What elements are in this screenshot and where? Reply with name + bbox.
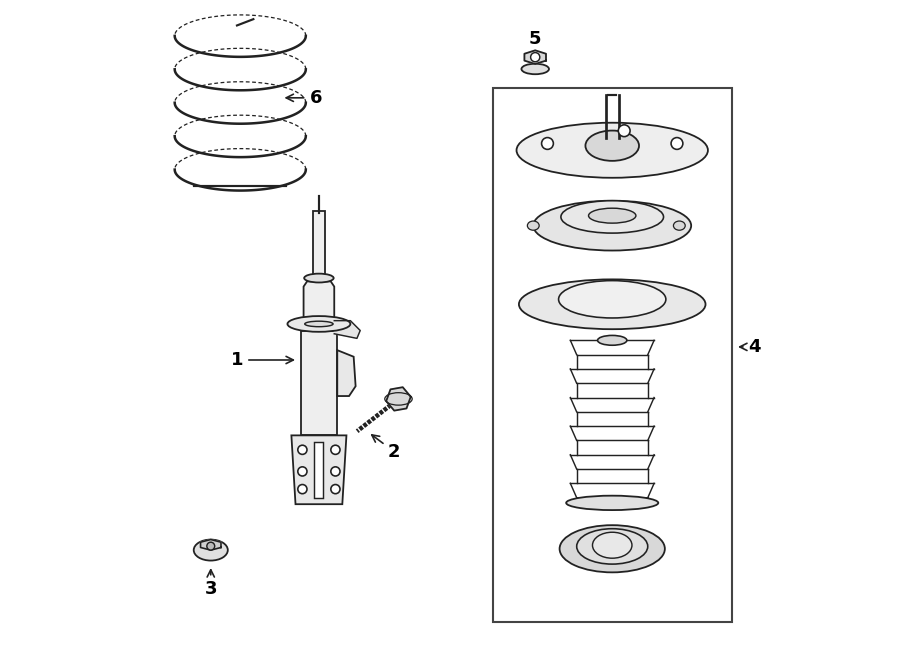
Circle shape [618, 125, 630, 137]
Ellipse shape [585, 131, 639, 161]
Polygon shape [334, 321, 360, 338]
Polygon shape [313, 211, 325, 278]
Ellipse shape [560, 525, 665, 572]
Ellipse shape [304, 274, 334, 282]
Circle shape [671, 137, 683, 149]
Circle shape [531, 53, 540, 61]
Ellipse shape [589, 208, 636, 223]
Bar [492, 88, 732, 622]
Circle shape [298, 485, 307, 494]
Polygon shape [314, 442, 323, 498]
Text: 1: 1 [230, 351, 293, 369]
Ellipse shape [592, 532, 632, 558]
Circle shape [331, 467, 340, 476]
Ellipse shape [559, 281, 666, 318]
Circle shape [331, 485, 340, 494]
Circle shape [298, 467, 307, 476]
Ellipse shape [577, 529, 648, 564]
Text: 4: 4 [740, 338, 761, 356]
Ellipse shape [519, 280, 706, 329]
Polygon shape [201, 539, 221, 550]
Ellipse shape [521, 63, 549, 74]
Ellipse shape [527, 221, 539, 230]
Ellipse shape [673, 221, 685, 230]
Text: 2: 2 [372, 435, 400, 461]
Text: 3: 3 [204, 570, 217, 598]
Text: 6: 6 [286, 89, 322, 107]
Ellipse shape [287, 316, 350, 332]
Polygon shape [338, 350, 356, 396]
Text: 5: 5 [529, 30, 542, 60]
Ellipse shape [534, 201, 691, 251]
Polygon shape [386, 387, 410, 410]
Ellipse shape [598, 335, 627, 345]
Circle shape [207, 542, 215, 550]
Polygon shape [301, 330, 338, 436]
Ellipse shape [517, 123, 708, 178]
Circle shape [542, 137, 554, 149]
Polygon shape [303, 282, 334, 324]
Polygon shape [292, 436, 346, 504]
Polygon shape [525, 50, 546, 64]
Ellipse shape [561, 201, 663, 233]
Circle shape [331, 446, 340, 454]
Ellipse shape [566, 496, 658, 510]
Circle shape [298, 446, 307, 454]
Ellipse shape [194, 539, 228, 561]
Ellipse shape [305, 321, 333, 327]
